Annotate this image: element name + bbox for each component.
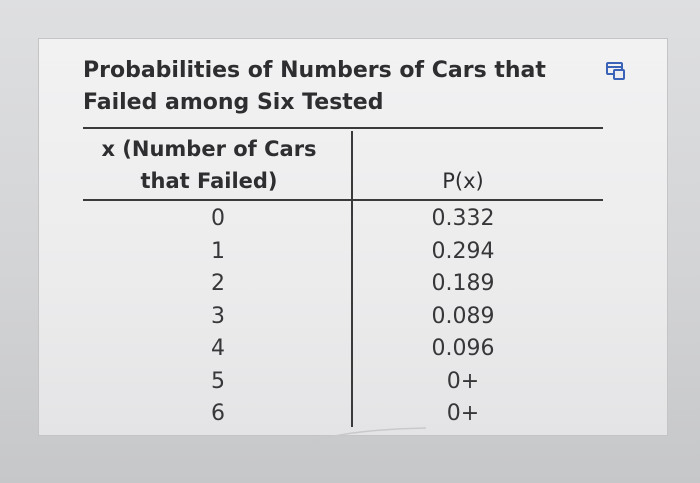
x-cell: 6 — [211, 401, 225, 426]
p-cell: 0.332 — [431, 206, 495, 231]
copy-icon — [606, 62, 625, 80]
p-column: 0.332 0.294 0.189 0.089 0.096 0+ 0+ — [403, 203, 523, 431]
copy-table-icon[interactable] — [605, 61, 627, 81]
x-cell: 0 — [211, 206, 225, 231]
header-x: x (Number of Cars that Failed) — [89, 133, 329, 197]
title-line-2: Failed among Six Tested — [83, 90, 384, 115]
table-top-rule — [83, 127, 603, 129]
p-cell: 0.294 — [431, 238, 495, 264]
title-line-1: Probabilities of Numbers of Cars that — [83, 58, 546, 83]
header-x-line-2: that Failed) — [140, 169, 278, 193]
p-cell: 0.189 — [431, 271, 495, 296]
p-cell: 0+ — [446, 368, 480, 394]
table-card: Probabilities of Numbers of Cars that Fa… — [38, 38, 668, 436]
table-header-rule — [83, 199, 603, 201]
header-p: P(x) — [442, 169, 484, 193]
p-cell: 0+ — [446, 401, 480, 426]
x-cell: 4 — [211, 336, 225, 361]
probability-table: x (Number of Cars that Failed) P(x) 0 1 … — [83, 127, 603, 427]
pen-stroke — [313, 427, 427, 442]
x-cell: 1 — [211, 238, 225, 264]
table-title: Probabilities of Numbers of Cars that Fa… — [83, 55, 563, 119]
p-cell: 0.089 — [431, 303, 495, 329]
x-cell: 3 — [211, 303, 225, 329]
x-cell: 2 — [211, 271, 225, 296]
p-cell: 0.096 — [431, 336, 495, 361]
header-x-line-1: x (Number of Cars — [101, 137, 317, 161]
x-column: 0 1 2 3 4 5 6 — [183, 203, 253, 431]
x-cell: 5 — [211, 368, 225, 394]
table-column-divider — [351, 131, 353, 427]
